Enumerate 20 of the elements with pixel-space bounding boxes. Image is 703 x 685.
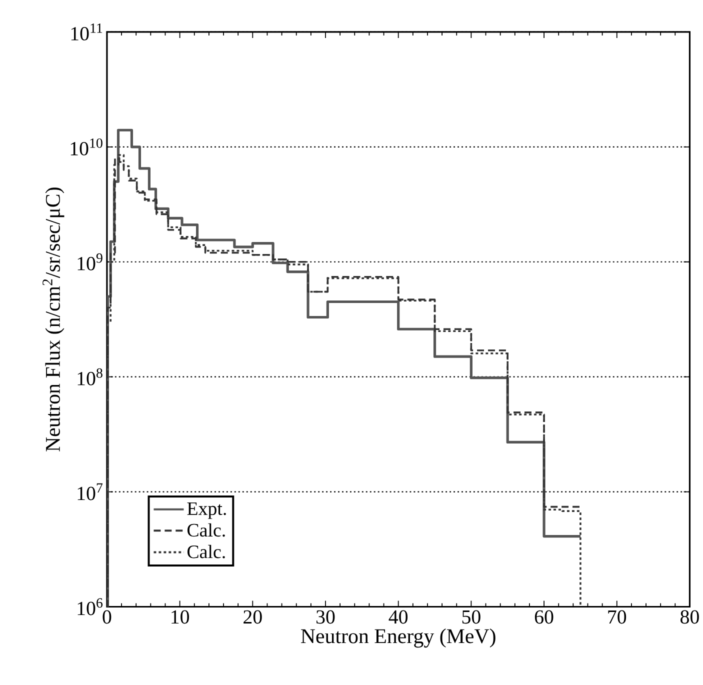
x-tick-label: 70 — [608, 610, 626, 624]
y-tick-label: 10$^{11}$ — [71, 24, 102, 41]
x-axis-title: Neutron Energy (MeV) — [300, 628, 496, 648]
x-tick-label: 40 — [388, 610, 408, 624]
legend-label: Calc. — [187, 545, 225, 558]
legend-label: Calc. — [187, 523, 225, 537]
x-tick-label: 60 — [534, 610, 554, 624]
x-tick-label: 50 — [462, 610, 480, 624]
y-tick-label: 10$^{9}$ — [78, 254, 102, 270]
y-axis-title: Neutron Flux (n/cm$^{2}$/sr/sec/μC) — [42, 188, 64, 452]
y-tick-label: 10$^{10}$ — [70, 138, 102, 156]
x-tick-label: 10 — [172, 610, 190, 624]
y-tick-label: 10$^{8}$ — [78, 368, 102, 386]
x-tick-label: 20 — [244, 610, 262, 624]
y-tick-label: 10$^{7}$ — [78, 484, 103, 500]
x-tick-label: 30 — [316, 610, 335, 624]
legend-label: Expt. — [187, 502, 226, 520]
y-tick-label: 10$^{6}$ — [78, 598, 103, 616]
x-tick-label: 0 — [102, 610, 112, 624]
x-tick-label: 80 — [680, 610, 699, 624]
